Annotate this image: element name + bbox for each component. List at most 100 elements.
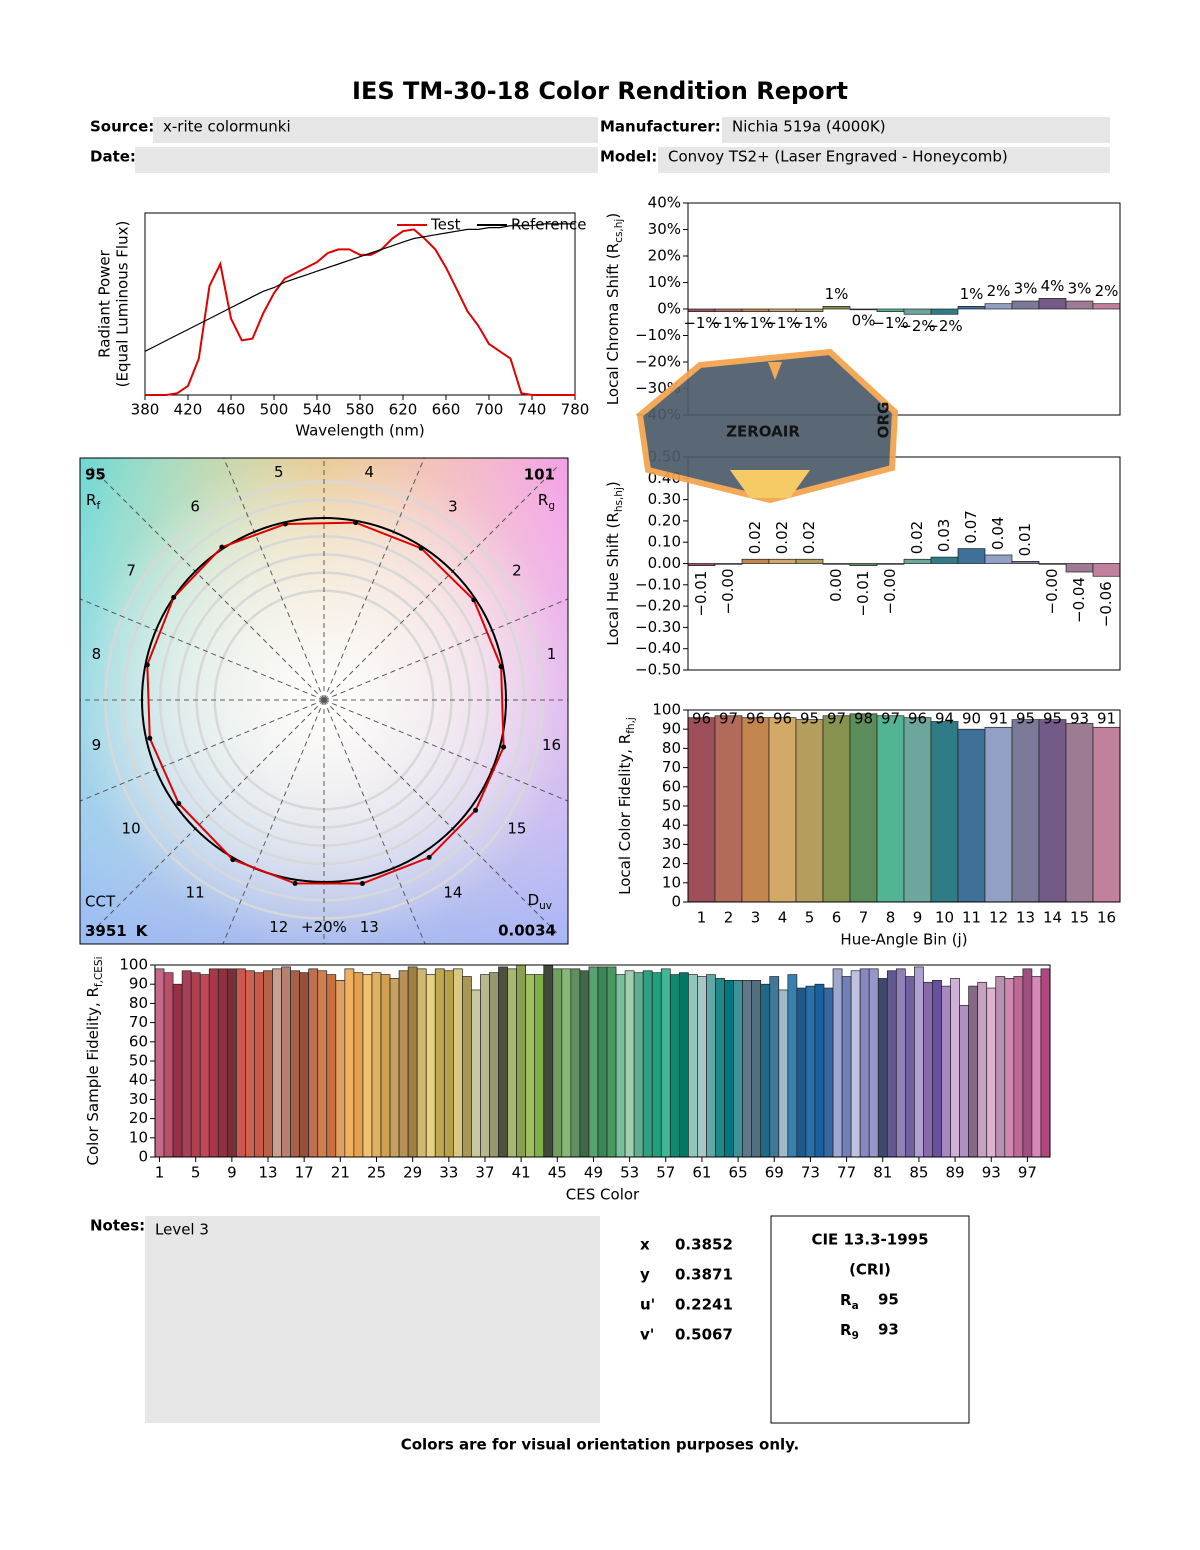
y-tick-label: 0 [138, 1148, 148, 1166]
bin-label: 11 [186, 883, 205, 901]
bar [796, 987, 807, 1158]
cct-value: 3951 K [85, 922, 149, 940]
y-axis-label-part: cs,hj [613, 219, 625, 243]
value-label: 95 [1016, 710, 1035, 728]
bar [199, 974, 210, 1158]
y-tick-label: 70 [662, 758, 681, 776]
bar [525, 974, 536, 1158]
bar [1065, 563, 1094, 573]
coord-value: 0.5067 [675, 1326, 733, 1344]
bar [968, 985, 979, 1158]
bin-label: 8 [92, 645, 102, 663]
bar [950, 978, 960, 1158]
bar [760, 983, 771, 1158]
bar [489, 972, 499, 1158]
test-vertex [471, 597, 477, 603]
x-tick-label: 13 [258, 1164, 277, 1182]
field-value: x-rite colormunki [163, 118, 291, 136]
x-tick-label: 5 [191, 1164, 201, 1182]
bar [941, 985, 951, 1158]
bar [959, 1004, 969, 1158]
value-label: 0.02 [908, 521, 926, 554]
y-axis-label-part: fh,j [625, 717, 637, 734]
y-tick-label: 30 [129, 1090, 148, 1108]
legend-label: Reference [511, 216, 587, 234]
bar [814, 983, 825, 1158]
value-label: 96 [692, 710, 711, 728]
bin-boundary [323, 466, 558, 701]
bar [181, 970, 192, 1158]
report-title: IES TM-30-18 Color Rendition Report [352, 77, 848, 105]
bar [787, 974, 798, 1158]
cri-symbol-part: R [840, 1321, 852, 1339]
bar [452, 968, 463, 1158]
bar [822, 306, 851, 310]
y-tick-label: −10% [635, 326, 681, 344]
bar [995, 976, 1006, 1158]
bar [570, 968, 581, 1158]
bar [984, 726, 1013, 903]
field-box [722, 117, 1110, 143]
value-label: 0% [852, 312, 876, 330]
x-tick-label: 33 [439, 1164, 458, 1182]
y-tick-label: 80 [662, 739, 681, 757]
x-tick-label: 37 [475, 1164, 494, 1182]
y-tick-label: −20% [635, 353, 681, 371]
x-axis-label: Wavelength (nm) [295, 422, 425, 440]
value-label: 90 [962, 710, 981, 728]
y-tick-label: 20 [662, 854, 681, 872]
bar [1038, 298, 1067, 310]
bar [903, 308, 932, 315]
bin-label: 1 [547, 645, 557, 663]
test-vertex [219, 544, 225, 550]
bar [1092, 303, 1121, 310]
bin-label: 4 [364, 463, 374, 481]
value-label: −1% [872, 314, 908, 332]
bar [208, 968, 219, 1158]
test-vertex [353, 520, 359, 526]
bar [462, 976, 472, 1158]
x-tick-label: 16 [1097, 909, 1116, 927]
bin-label: 7 [126, 562, 136, 580]
bar [163, 972, 174, 1158]
x-tick-label: 13 [1016, 909, 1035, 927]
field-box [658, 147, 1110, 173]
bar [371, 972, 382, 1158]
value-label: 4% [1041, 277, 1065, 295]
cri-subtitle: (CRI) [849, 1261, 891, 1279]
plot-frame [687, 709, 1121, 903]
y-axis-label-part: f,CESi [93, 956, 105, 987]
bar [914, 966, 924, 1158]
bar [957, 728, 986, 903]
test-vertex [171, 594, 177, 600]
x-tick-label: 460 [217, 401, 246, 419]
bar [930, 308, 959, 315]
x-tick-label: 3 [751, 909, 761, 927]
series-line [145, 228, 575, 396]
bar [561, 968, 572, 1158]
bar [236, 968, 246, 1158]
y-axis-label: Radiant Power [96, 249, 114, 358]
field-value: Nichia 519a (4000K) [732, 118, 886, 136]
bar [290, 970, 300, 1158]
test-vertex [144, 662, 150, 668]
x-axis-label: Hue-Angle Bin (j) [840, 931, 967, 949]
value-label: −0.00 [1043, 569, 1061, 615]
bar [588, 966, 599, 1158]
y-tick-label: 30% [648, 220, 681, 238]
y-tick-label: 90 [129, 975, 148, 993]
y-tick-label: 0% [657, 300, 681, 318]
bin-boundary [223, 458, 325, 701]
bar [579, 970, 590, 1158]
value-label: −2% [926, 317, 962, 335]
bin-label: 13 [360, 918, 379, 936]
y-tick-label: 20% [648, 247, 681, 265]
cri-symbol: R9 [840, 1321, 859, 1343]
footer: Colors are for visual orientation purpos… [401, 1436, 800, 1454]
y-tick-label: 60 [129, 1032, 148, 1050]
bar [425, 974, 436, 1158]
value-label: −1% [683, 314, 719, 332]
bar [344, 968, 355, 1158]
bar [923, 981, 933, 1158]
